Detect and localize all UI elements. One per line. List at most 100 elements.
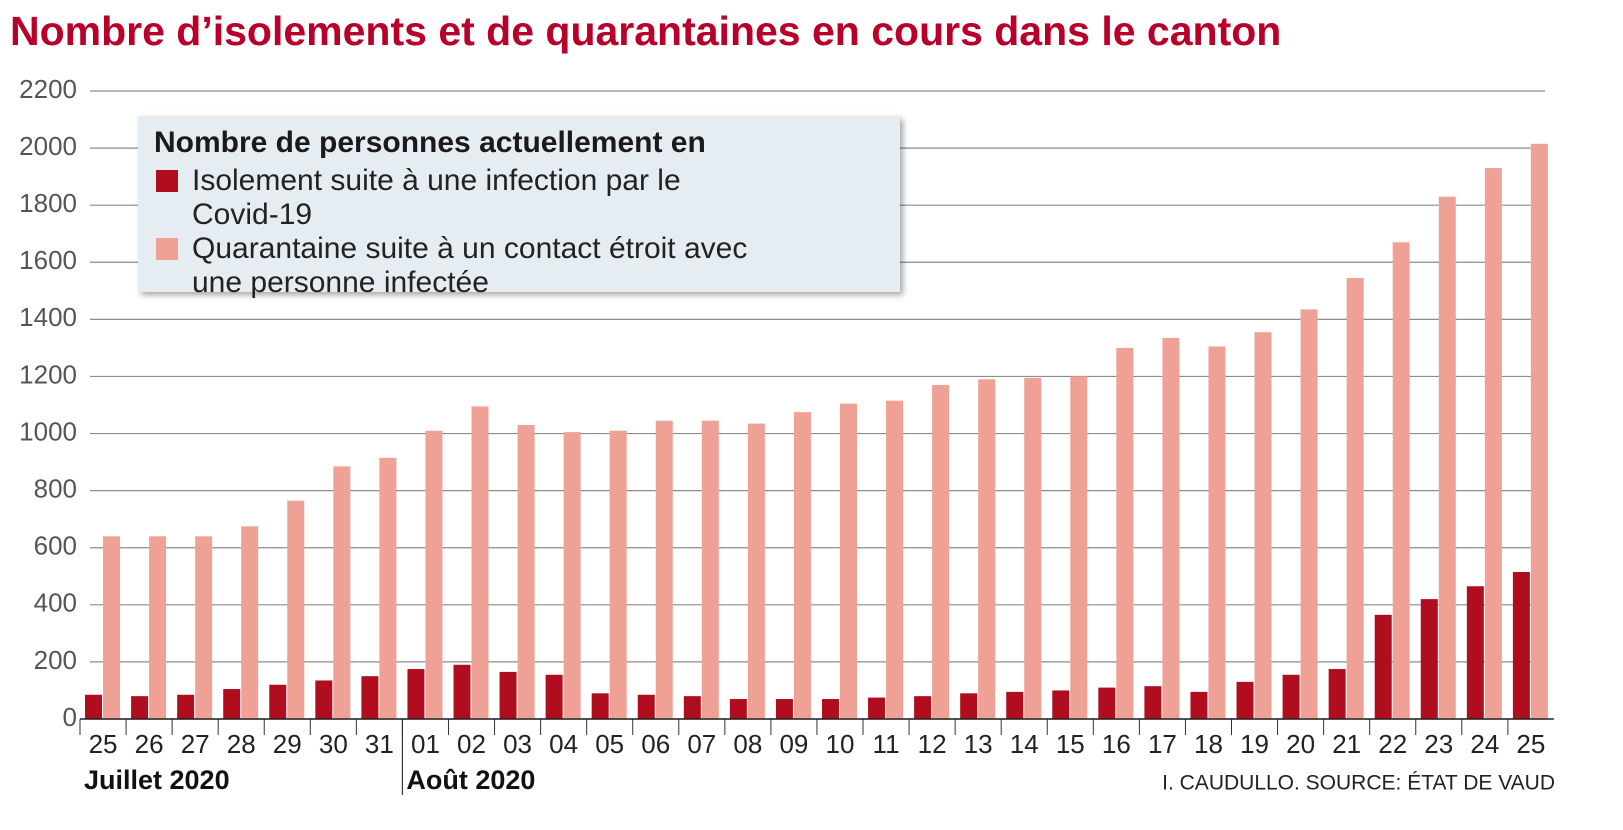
source: I. CAUDULLO. SOURCE: ÉTAT DE VAUD bbox=[1162, 772, 1555, 795]
bar bbox=[637, 694, 655, 719]
legend-label: Isolement suite à une infection par le C… bbox=[192, 164, 681, 231]
bar bbox=[1208, 346, 1226, 719]
bar bbox=[223, 689, 241, 719]
bar bbox=[1392, 242, 1410, 720]
bar bbox=[1254, 332, 1272, 719]
y-tick-label: 1200 bbox=[19, 359, 77, 389]
bar bbox=[287, 500, 305, 719]
bar bbox=[1374, 614, 1392, 719]
bar bbox=[471, 406, 489, 719]
x-tick-label: 21 bbox=[1332, 729, 1361, 759]
chart-title: Nombre d’isolements et de quarantaines e… bbox=[10, 8, 1281, 54]
x-tick-label: 29 bbox=[273, 729, 302, 759]
bar bbox=[315, 680, 333, 719]
x-tick-label: 20 bbox=[1286, 729, 1315, 759]
bar bbox=[1162, 337, 1180, 719]
bar bbox=[1346, 277, 1364, 719]
x-tick-label: 01 bbox=[411, 729, 440, 759]
bar bbox=[747, 423, 765, 719]
x-group-label: Juillet 2020 bbox=[84, 765, 230, 795]
bar bbox=[1512, 571, 1530, 719]
bar bbox=[932, 385, 950, 719]
x-tick-label: 07 bbox=[687, 729, 716, 759]
bar bbox=[886, 400, 904, 719]
y-tick-label: 0 bbox=[63, 702, 77, 732]
bar bbox=[333, 466, 351, 719]
bar bbox=[821, 699, 839, 719]
x-tick-label: 14 bbox=[1010, 729, 1039, 759]
x-tick-label: 15 bbox=[1056, 729, 1085, 759]
bar bbox=[1420, 599, 1438, 719]
x-tick-label: 03 bbox=[503, 729, 532, 759]
bar bbox=[425, 430, 443, 719]
x-tick-label: 30 bbox=[319, 729, 348, 759]
bar bbox=[177, 694, 195, 719]
bar bbox=[1190, 691, 1208, 719]
legend: Nombre de personnes actuellement en Isol… bbox=[138, 116, 900, 299]
x-tick-label: 04 bbox=[549, 729, 578, 759]
bar bbox=[1116, 347, 1134, 719]
x-tick-label: 19 bbox=[1240, 729, 1269, 759]
y-tick-label: 1400 bbox=[19, 302, 77, 332]
bar bbox=[1300, 309, 1318, 719]
x-tick-label: 16 bbox=[1102, 729, 1131, 759]
y-tick-label: 2200 bbox=[19, 74, 77, 104]
bar bbox=[701, 420, 719, 719]
x-tick-label: 02 bbox=[457, 729, 486, 759]
bar bbox=[1466, 586, 1484, 719]
y-tick-label: 200 bbox=[34, 645, 77, 675]
y-tick-label: 400 bbox=[34, 588, 77, 618]
bar bbox=[545, 674, 563, 719]
bar bbox=[683, 696, 701, 719]
y-tick-label: 1600 bbox=[19, 245, 77, 275]
legend-swatch bbox=[156, 238, 178, 260]
x-tick-label: 17 bbox=[1148, 729, 1177, 759]
bar bbox=[453, 664, 471, 719]
y-tick-label: 800 bbox=[34, 474, 77, 504]
bar bbox=[978, 379, 996, 719]
legend-swatch bbox=[156, 170, 178, 192]
bar bbox=[1070, 376, 1088, 719]
x-tick-label: 25 bbox=[89, 729, 118, 759]
bar bbox=[1282, 674, 1300, 719]
x-tick-label: 23 bbox=[1424, 729, 1453, 759]
legend-title: Nombre de personnes actuellement en bbox=[154, 126, 706, 159]
bar bbox=[379, 457, 397, 719]
bar bbox=[609, 430, 627, 719]
bar bbox=[1328, 669, 1346, 719]
bar bbox=[1530, 143, 1548, 720]
bar bbox=[407, 669, 425, 719]
y-tick-label: 1000 bbox=[19, 416, 77, 446]
y-tick-label: 2000 bbox=[19, 131, 77, 161]
bar bbox=[1006, 691, 1024, 719]
bar bbox=[655, 420, 673, 719]
bar bbox=[149, 536, 167, 719]
bar bbox=[269, 684, 287, 719]
x-tick-label: 06 bbox=[641, 729, 670, 759]
x-tick-label: 08 bbox=[733, 729, 762, 759]
y-tick-label: 1800 bbox=[19, 188, 77, 218]
bar bbox=[1098, 687, 1116, 719]
x-tick-label: 13 bbox=[964, 729, 993, 759]
x-tick-label: 18 bbox=[1194, 729, 1223, 759]
x-tick-label: 24 bbox=[1470, 729, 1499, 759]
legend-label: Quarantaine suite à un contact étroit av… bbox=[192, 232, 748, 299]
bar bbox=[563, 432, 581, 719]
bar bbox=[1484, 168, 1502, 719]
bar bbox=[499, 671, 517, 719]
bar bbox=[1236, 681, 1254, 719]
x-tick-label: 09 bbox=[779, 729, 808, 759]
bar bbox=[960, 693, 978, 719]
bar bbox=[85, 694, 103, 719]
bar bbox=[914, 696, 932, 719]
x-group-label: Août 2020 bbox=[406, 765, 535, 795]
bar bbox=[868, 697, 886, 719]
bar bbox=[1024, 377, 1042, 719]
y-tick-label: 600 bbox=[34, 531, 77, 561]
bar bbox=[241, 526, 259, 719]
bar bbox=[591, 693, 609, 719]
x-tick-label: 31 bbox=[365, 729, 394, 759]
bar bbox=[793, 412, 811, 719]
bar bbox=[775, 699, 793, 719]
bar bbox=[103, 536, 121, 719]
